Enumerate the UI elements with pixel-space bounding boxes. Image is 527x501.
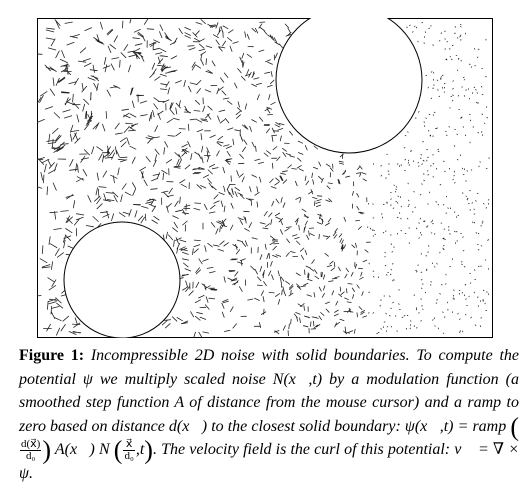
top-right-circle (275, 18, 423, 154)
figure-image (37, 18, 493, 338)
bottom-left-circle (63, 221, 181, 338)
caption-text-3: ,t (135, 441, 145, 458)
noise-field-plot (37, 18, 493, 338)
fraction-1-denominator: d₀ (26, 449, 36, 462)
caption-fraction-1: d(x⃗) d₀ (20, 437, 42, 462)
flow-streaks (37, 18, 490, 338)
caption-fraction-2: x⃗ d₀ (123, 438, 135, 462)
fraction-2-numerator: x⃗ (123, 438, 135, 451)
fraction-2-denominator: d₀ (124, 449, 134, 462)
fraction-1-numerator: d(x⃗) (20, 437, 42, 451)
streak-path (37, 18, 490, 338)
figure-caption: Figure 1: Incompressible 2D noise with s… (19, 347, 520, 482)
caption-text-4: . The velocity field is the curl of this… (19, 441, 519, 482)
caption-text-1: Incompressible 2D noise with solid bound… (19, 347, 519, 435)
caption-text-2: A(x⃗) N (51, 441, 110, 458)
caption-label: Figure 1: (19, 347, 85, 364)
